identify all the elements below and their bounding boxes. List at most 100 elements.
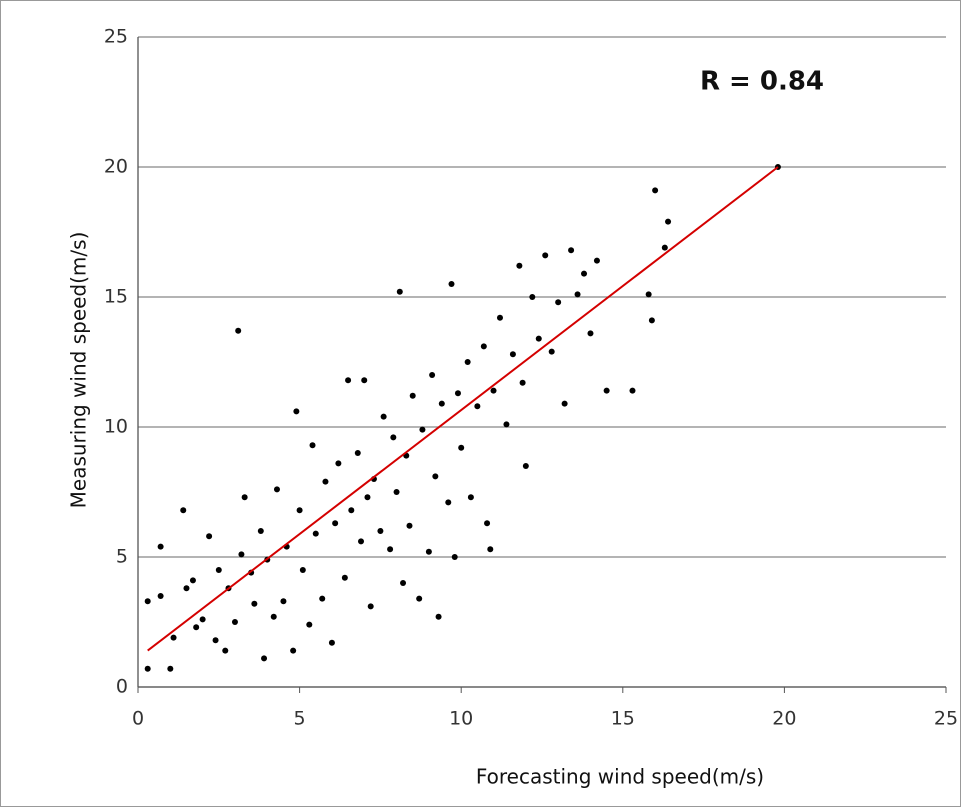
point [319,595,326,602]
x-tick-label: 0 [132,708,144,730]
point [380,413,387,420]
point [144,665,151,672]
point [581,270,588,277]
point [167,665,174,672]
point [387,546,394,553]
point [661,244,668,251]
point [416,595,423,602]
point [568,247,575,254]
point [396,288,403,295]
point [555,299,562,306]
point [516,262,523,269]
point [377,528,384,534]
point [496,314,503,321]
point [503,421,510,428]
point [299,567,306,573]
y-tick-label: 10 [104,416,128,438]
point [406,522,413,529]
point [435,613,442,620]
y-tick-label: 5 [116,546,128,568]
y-tick-label: 15 [104,286,128,308]
point [603,387,610,394]
point [199,616,206,623]
point [438,400,445,407]
point [548,348,555,355]
point [180,507,187,514]
point [361,377,368,384]
point [487,546,494,553]
point [341,574,348,581]
point [390,434,397,441]
point [144,598,151,605]
point [354,450,361,456]
point [222,647,229,654]
point [367,603,374,610]
point [464,359,471,365]
point [212,637,219,644]
point [241,494,248,501]
x-tick-label: 20 [772,708,796,730]
point [467,494,474,501]
point [261,655,268,662]
point [509,351,516,358]
point [309,442,316,449]
point [238,551,245,558]
point [189,577,196,584]
point [629,387,636,394]
point [665,218,672,225]
point [574,291,581,298]
point [400,580,407,586]
annotation: R = 0.84 [700,67,824,97]
point [451,554,458,560]
point [419,426,426,433]
x-tick-label: 15 [611,708,635,730]
point [490,387,497,394]
point [652,187,659,194]
point [429,372,436,378]
point [206,533,213,540]
x-tick-label: 25 [934,708,958,730]
point [480,343,487,350]
point [454,390,461,397]
point [312,530,319,537]
point [235,327,242,334]
point [157,593,164,599]
point [157,543,164,550]
point [322,478,329,485]
y-tick-label: 25 [104,26,128,48]
point [522,463,529,469]
point [306,621,313,628]
point [183,585,190,592]
point [293,408,300,415]
fit-line [147,166,779,652]
point [648,317,655,324]
point [587,330,594,337]
point [529,294,536,300]
y-tick-label: 20 [104,156,128,178]
point [290,647,297,654]
point [231,619,238,625]
x-axis-title: Forecasting wind speed(m/s) [476,765,764,789]
point [270,613,277,620]
y-tick-label: 0 [116,676,128,698]
point [296,507,303,514]
point [251,600,258,607]
point [425,548,432,555]
point [448,281,455,287]
point [332,520,339,527]
point [328,639,335,646]
point [345,377,352,384]
point [409,392,416,399]
point [170,634,177,641]
point [542,252,549,259]
point [280,598,287,605]
point [358,538,365,545]
point [445,499,452,506]
point [458,444,465,451]
point [432,473,439,480]
point [348,507,355,514]
point [364,494,371,501]
x-tick-label: 10 [449,708,473,730]
point [335,460,342,467]
